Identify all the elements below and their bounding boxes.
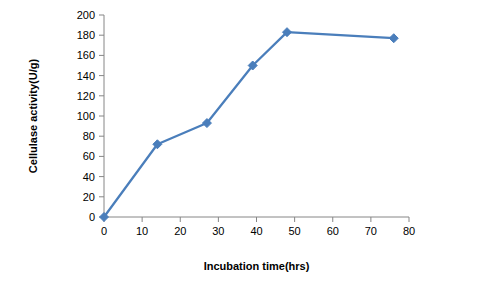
x-tick-label: 20 xyxy=(174,225,186,237)
y-tick-label: 160 xyxy=(77,49,95,61)
y-tick xyxy=(99,95,104,96)
data-point xyxy=(100,213,109,222)
x-tick xyxy=(332,217,333,222)
y-tick xyxy=(99,176,104,177)
x-tick xyxy=(256,217,257,222)
data-line xyxy=(104,32,394,217)
x-tick-label: 80 xyxy=(403,225,415,237)
x-tick-label: 50 xyxy=(289,225,301,237)
y-tick-label: 120 xyxy=(77,90,95,102)
data-point xyxy=(283,28,292,37)
y-tick-label: 20 xyxy=(83,191,95,203)
data-point xyxy=(248,61,257,70)
y-tick xyxy=(99,75,104,76)
y-tick xyxy=(99,116,104,117)
data-point xyxy=(202,119,211,128)
x-tick xyxy=(294,217,295,222)
x-tick-label: 40 xyxy=(250,225,262,237)
y-tick-label: 60 xyxy=(83,150,95,162)
x-tick xyxy=(142,217,143,222)
x-tick-label: 0 xyxy=(101,225,107,237)
y-tick-label: 0 xyxy=(89,211,95,223)
x-tick-label: 30 xyxy=(212,225,224,237)
y-tick xyxy=(99,136,104,137)
y-tick xyxy=(99,35,104,36)
y-tick-label: 180 xyxy=(77,29,95,41)
y-tick-label: 80 xyxy=(83,130,95,142)
y-tick xyxy=(99,55,104,56)
x-tick-label: 70 xyxy=(365,225,377,237)
x-tick-label: 60 xyxy=(327,225,339,237)
y-tick-label: 140 xyxy=(77,70,95,82)
x-tick xyxy=(409,217,410,222)
y-tick-label: 40 xyxy=(83,171,95,183)
y-tick-label: 200 xyxy=(77,9,95,21)
y-axis-title: Cellulase activity(U/g) xyxy=(27,59,39,174)
data-point xyxy=(153,140,162,149)
data-point xyxy=(389,34,398,43)
y-tick xyxy=(99,15,104,16)
x-axis-title: Incubation time(hrs) xyxy=(204,260,310,272)
y-tick xyxy=(99,196,104,197)
x-tick xyxy=(370,217,371,222)
y-tick xyxy=(99,156,104,157)
x-tick xyxy=(218,217,219,222)
plot-area xyxy=(100,28,399,222)
chart-svg: 0 20 40 60 80 100 120 140 160 180 200 0 10 20 30 40 50 60… xyxy=(0,0,482,290)
x-tick xyxy=(180,217,181,222)
chart-container: 0 20 40 60 80 100 120 140 160 180 200 0 10 20 30 40 50 60… xyxy=(0,0,482,290)
x-tick-label: 10 xyxy=(136,225,148,237)
y-tick-label: 100 xyxy=(77,110,95,122)
